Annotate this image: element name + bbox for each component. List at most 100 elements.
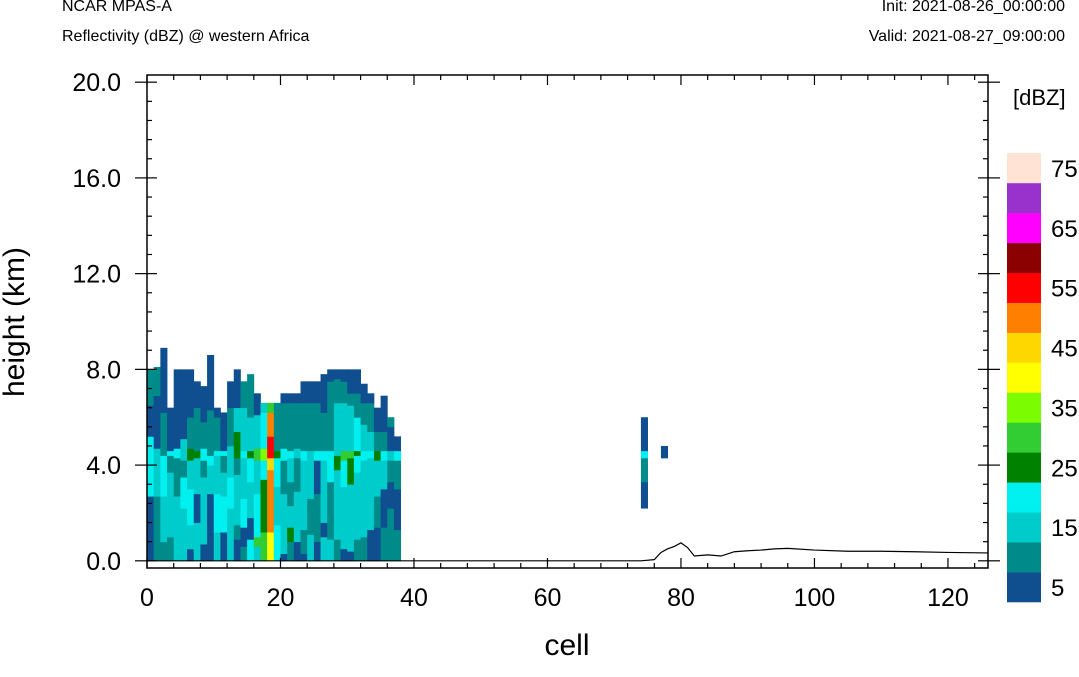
reflectivity-cell-x16 <box>253 536 261 547</box>
valid-time: Valid: 2021-08-27_09:00:00 <box>868 28 1065 45</box>
reflectivity-cell-x15 <box>247 450 255 459</box>
reflectivity-cell-x33 <box>367 402 375 432</box>
reflectivity-cell-x18 <box>267 436 275 459</box>
colorbar-label: 5 <box>1051 575 1064 602</box>
reflectivity-cell-x2 <box>160 412 168 456</box>
reflectivity-cell-x15 <box>247 481 255 519</box>
colorbar-label: 75 <box>1051 156 1078 183</box>
reflectivity-cell-x33 <box>367 431 375 452</box>
reflectivity-cell-x8 <box>200 544 208 562</box>
reflectivity-cell-x7 <box>193 493 201 523</box>
reflectivity-cell-x34 <box>373 496 382 528</box>
reflectivity-cell-x35 <box>380 527 388 562</box>
reflectivity-cell-x31 <box>353 450 361 456</box>
reflectivity-cell-x19 <box>273 524 281 562</box>
reflectivity-cell-x28 <box>333 539 341 562</box>
reflectivity-cell-x28 <box>333 455 341 471</box>
reflectivity-cell-x30 <box>347 369 355 394</box>
reflectivity-cell-x9 <box>207 355 215 411</box>
reflectivity-cell-x16 <box>253 546 261 562</box>
reflectivity-cell-x34 <box>373 460 382 497</box>
reflectivity-cell-x33 <box>367 472 375 531</box>
reflectivity-cell-x17 <box>260 479 268 533</box>
colorbar-label: 45 <box>1051 336 1078 363</box>
reflectivity-cell-x33 <box>367 450 375 459</box>
reflectivity-cell-x7 <box>193 457 201 495</box>
reflectivity-cell-x22 <box>293 402 301 449</box>
reflectivity-cell-x5 <box>180 369 188 440</box>
reflectivity-cell-x15 <box>247 539 255 562</box>
reflectivity-cell-x3 <box>167 472 175 538</box>
reflectivity-cell-x30 <box>347 551 355 562</box>
reflectivity-cell-x30 <box>347 405 355 452</box>
reflectivity-cell-x36 <box>387 460 395 483</box>
reflectivity-cell-x11 <box>220 450 228 456</box>
reflectivity-cell-x27 <box>327 460 335 483</box>
colorbar-box <box>1007 362 1041 393</box>
reflectivity-cell-x3 <box>167 536 175 562</box>
reflectivity-cell-x29 <box>340 402 348 452</box>
reflectivity-cell-x23 <box>300 529 308 555</box>
reflectivity-cell-x13 <box>233 539 241 562</box>
y-tick-label: 12.0 <box>72 261 121 289</box>
reflectivity-cell-x16 <box>253 493 261 538</box>
y-tick-label: 0.0 <box>86 548 121 576</box>
field-subtitle: Reflectivity (dBZ) @ western Africa <box>62 28 310 45</box>
y-tick-labels: 0.0 4.0 8.0 12.0 16.0 20.0 <box>72 69 121 576</box>
reflectivity-cell-x14 <box>240 546 248 562</box>
model-title: NCAR MPAS-A <box>62 0 172 15</box>
colorbar-box <box>1007 182 1041 214</box>
reflectivity-cell-x22 <box>293 491 301 543</box>
reflectivity-cell-x21 <box>287 527 295 543</box>
reflectivity-cell-x28 <box>333 402 341 456</box>
colorbar-label: 25 <box>1051 455 1078 482</box>
reflectivity-cell-x24 <box>307 534 315 562</box>
reflectivity-cell-x12 <box>227 477 235 509</box>
reflectivity-cell-x2 <box>160 541 168 562</box>
x-tick-labels: 0 20 40 60 80 100 120 <box>140 584 969 612</box>
colorbar-label: 55 <box>1051 276 1078 303</box>
reflectivity-cell-x1 <box>153 496 161 562</box>
reflectivity-cell-x37 <box>393 460 402 490</box>
reflectivity-cell-x34 <box>373 527 382 562</box>
reflectivity-cell-x20 <box>280 402 288 449</box>
reflectivity-cell-x1 <box>153 448 161 497</box>
init-time: Init: 2021-08-26_00:00:00 <box>881 0 1065 15</box>
x-tick-label: 40 <box>400 584 428 612</box>
reflectivity-cell-x36 <box>387 508 395 562</box>
reflectivity-cell-x27 <box>327 539 335 562</box>
reflectivity-cell-x36 <box>387 450 395 461</box>
reflectivity-cell-x23 <box>300 381 308 404</box>
axis-ticks <box>135 75 1000 568</box>
reflectivity-cell-x19 <box>273 457 281 488</box>
reflectivity-cell-x21 <box>287 541 295 562</box>
reflectivity-cell-x0 <box>147 405 155 437</box>
reflectivity-cell-x9 <box>207 465 215 495</box>
reflectivity-cell-x4 <box>173 448 181 459</box>
reflectivity-cell-x74 <box>640 481 648 509</box>
reflectivity-cell-x13 <box>233 457 241 476</box>
reflectivity-cells <box>147 347 669 562</box>
reflectivity-cell-x17 <box>260 412 268 449</box>
reflectivity-cell-x11 <box>220 455 228 473</box>
reflectivity-cell-x23 <box>300 553 308 562</box>
reflectivity-cell-x9 <box>207 410 215 456</box>
reflectivity-cell-x16 <box>253 414 261 449</box>
reflectivity-cell-x32 <box>360 424 368 452</box>
colorbar-box <box>1007 212 1041 244</box>
reflectivity-cell-x24 <box>307 450 315 461</box>
reflectivity-cell-x11 <box>220 532 228 562</box>
reflectivity-cell-x14 <box>240 527 248 547</box>
reflectivity-cell-x18 <box>267 469 275 533</box>
reflectivity-cell-x27 <box>327 450 335 461</box>
reflectivity-cell-x33 <box>367 457 375 473</box>
reflectivity-cell-x35 <box>380 431 388 452</box>
reflectivity-cell-x14 <box>240 457 248 499</box>
reflectivity-cell-x37 <box>393 436 402 452</box>
reflectivity-cell-x22 <box>293 393 301 404</box>
reflectivity-cell-x7 <box>193 522 201 562</box>
reflectivity-cell-x4 <box>173 369 181 401</box>
reflectivity-cell-x12 <box>227 462 235 478</box>
reflectivity-cell-x21 <box>287 393 295 404</box>
